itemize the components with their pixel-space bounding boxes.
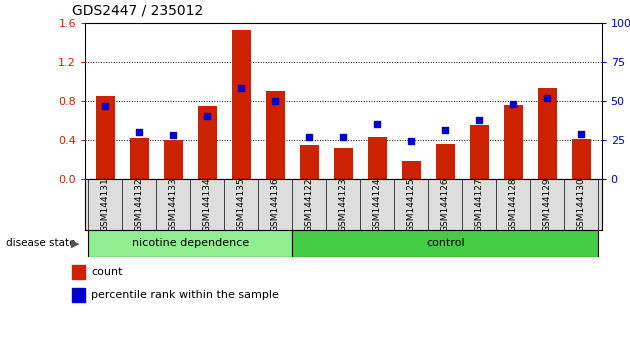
Point (100, 103, 110, 108)
Bar (198, 106, 217, 179)
Text: control: control (426, 238, 464, 249)
Point (168, 132, 178, 138)
Text: GSM144123: GSM144123 (339, 177, 348, 232)
Text: disease state: disease state (6, 238, 76, 249)
Text: GSM144133: GSM144133 (169, 177, 178, 232)
Point (372, 121, 382, 127)
Text: GSM144127: GSM144127 (475, 177, 484, 232)
Point (474, 117, 484, 122)
Bar (164, 140, 183, 179)
Bar (300, 145, 319, 179)
Bar (96, 96, 115, 179)
Text: GSM144132: GSM144132 (135, 177, 144, 232)
Text: GDS2447 / 235012: GDS2447 / 235012 (72, 4, 203, 18)
Text: nicotine dependence: nicotine dependence (132, 238, 249, 249)
Bar (436, 144, 455, 179)
Point (202, 114, 212, 119)
Point (304, 134, 314, 139)
Bar (470, 125, 489, 179)
Bar (368, 137, 387, 179)
Point (508, 101, 518, 107)
Point (236, 86, 246, 91)
Text: GSM144124: GSM144124 (373, 177, 382, 232)
Point (134, 129, 144, 135)
Text: percentile rank within the sample: percentile rank within the sample (91, 290, 279, 300)
Point (406, 138, 416, 144)
Point (270, 98, 280, 104)
Text: GSM144134: GSM144134 (203, 177, 212, 232)
Text: GSM144130: GSM144130 (576, 177, 586, 232)
Text: GSM144126: GSM144126 (441, 177, 450, 232)
Text: GSM144129: GSM144129 (543, 177, 552, 232)
Text: ▶: ▶ (71, 238, 79, 249)
Bar (88, 230, 292, 257)
Bar (538, 88, 557, 179)
Text: GSM144122: GSM144122 (305, 177, 314, 232)
Text: GSM144125: GSM144125 (407, 177, 416, 232)
Point (576, 131, 587, 136)
Bar (292, 230, 598, 257)
Bar (402, 161, 421, 179)
Bar (266, 91, 285, 179)
Bar (572, 139, 590, 179)
Text: GSM144131: GSM144131 (101, 177, 110, 232)
Point (440, 128, 450, 133)
Bar (72, 288, 85, 302)
Bar (334, 148, 353, 179)
Text: GSM144136: GSM144136 (271, 177, 280, 232)
Bar (130, 138, 149, 179)
Bar (72, 265, 85, 279)
Text: GSM144135: GSM144135 (237, 177, 246, 232)
Bar (504, 105, 523, 179)
Text: GSM144128: GSM144128 (509, 177, 518, 232)
Text: count: count (91, 267, 123, 277)
Bar (232, 30, 251, 179)
Point (338, 134, 348, 139)
Point (542, 95, 553, 101)
